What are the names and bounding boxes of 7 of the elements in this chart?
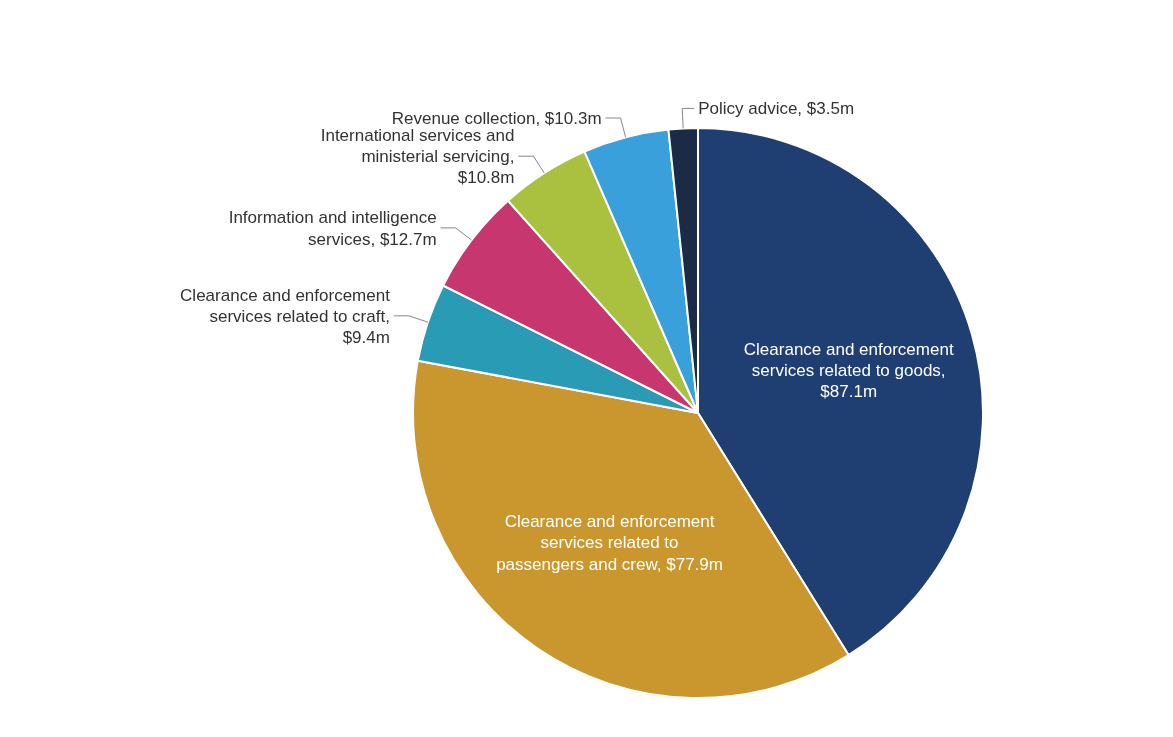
slice-label: Information and intelligence services, $12.7m [228, 207, 437, 249]
slice-label: Clearance and enforcement services related to goods, $87.1m [743, 339, 954, 401]
slice-label: Policy advice, $3.5m [698, 98, 855, 118]
slice-label: International services and ministerial servicing, $10.8m [320, 125, 515, 187]
slice-label: Clearance and enforcement services related to craft, $9.4m [180, 285, 391, 347]
slice-label: Revenue collection, $10.3m [391, 108, 602, 128]
slice-label: Clearance and enforcement services related to passengers and crew, $77.9m [496, 511, 723, 574]
